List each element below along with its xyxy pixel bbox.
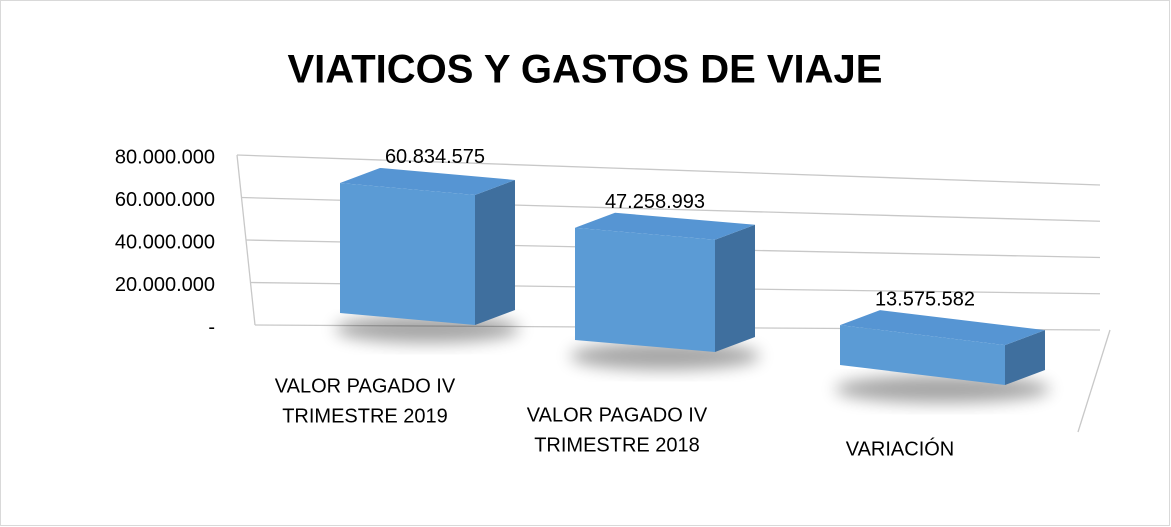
y-tick-label: 40.000.000 [115,231,215,253]
bar [575,227,715,352]
y-tick-label: - [208,316,215,338]
bar [840,325,1005,385]
y-tick-label: 80.000.000 [115,146,215,168]
bar-side [475,179,515,325]
x-tick-label: TRIMESTRE 2018 [534,434,700,456]
bar-top [575,212,755,240]
bar-side [715,224,755,352]
value-label: 60.834.575 [385,146,485,168]
floor-edge [1077,329,1111,433]
value-label: 47.258.993 [605,191,705,213]
value-label: 13.575.582 [875,288,975,310]
bar [340,182,475,325]
x-tick-label: TRIMESTRE 2019 [282,405,448,427]
bar-top [840,310,1045,346]
bar-side [1005,330,1045,385]
y-tick-label: 60.000.000 [115,189,215,211]
x-tick-label: VARIACIÓN [846,437,955,460]
x-tick-label: VALOR PAGADO IV [527,404,708,426]
x-tick-label: VALOR PAGADO IV [275,375,456,397]
chart-title: VIATICOS Y GASTOS DE VIAJE [288,48,883,92]
bar-top [340,167,515,195]
grid-line [236,154,1101,186]
y-tick-label: 20.000.000 [115,274,215,296]
